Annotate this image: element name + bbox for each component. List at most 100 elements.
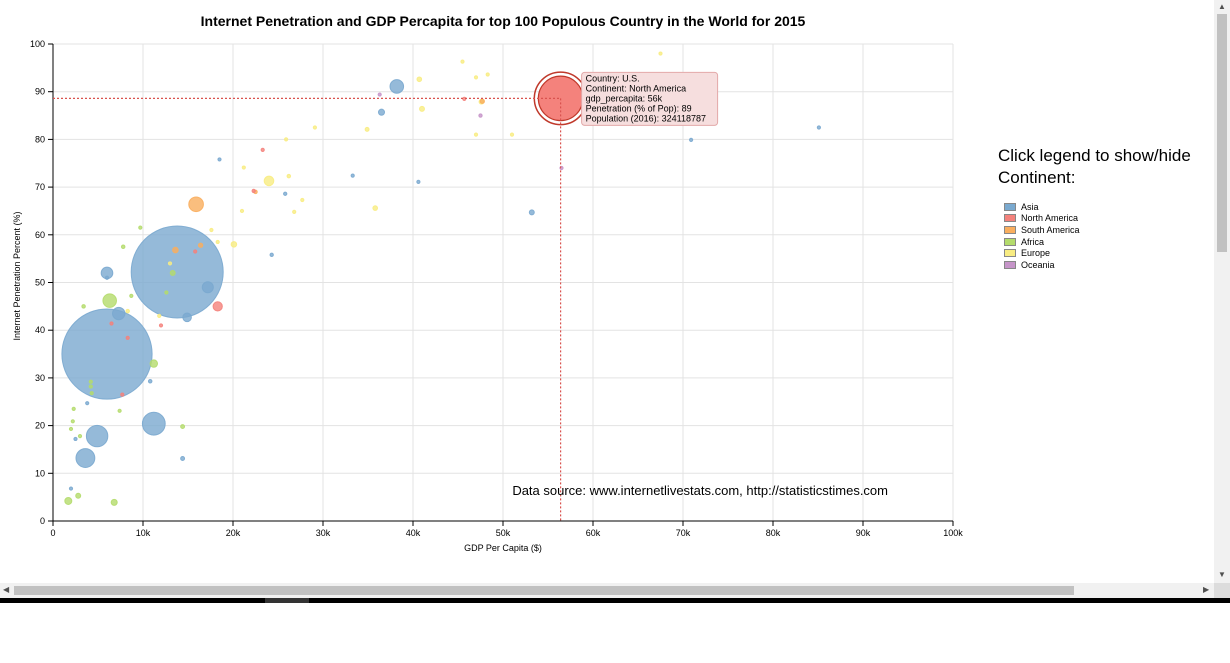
bubble-africa[interactable]	[149, 359, 159, 368]
legend-item-south-america[interactable]: South America	[1004, 224, 1208, 236]
bubble-europe[interactable]	[658, 51, 663, 56]
legend-item-asia[interactable]: Asia	[1004, 201, 1208, 213]
bubble-asia[interactable]	[180, 456, 186, 461]
bubble-europe[interactable]	[230, 241, 238, 248]
bubble-africa[interactable]	[120, 244, 126, 249]
bubble-asia[interactable]	[269, 252, 274, 257]
bubble-africa[interactable]	[110, 498, 118, 506]
bubble-south-america[interactable]	[188, 196, 204, 213]
bubble-asia[interactable]	[61, 308, 153, 400]
bubble-europe[interactable]	[473, 75, 479, 80]
bubble-europe[interactable]	[419, 105, 425, 112]
bubble-africa[interactable]	[102, 293, 117, 308]
bubble-europe[interactable]	[284, 137, 289, 142]
bubble-africa[interactable]	[89, 391, 94, 396]
bubble-europe[interactable]	[300, 197, 305, 203]
bubble-europe[interactable]	[460, 59, 465, 64]
bubble-north-america[interactable]	[193, 249, 198, 254]
bubble-asia[interactable]	[283, 191, 288, 196]
bubble-africa[interactable]	[129, 293, 134, 298]
bubble-north-america[interactable]	[251, 188, 256, 194]
bubble-north-america[interactable]	[260, 147, 265, 152]
bubble-africa[interactable]	[68, 426, 74, 432]
scroll-up-icon[interactable]: ▲	[1218, 2, 1226, 11]
legend-item-oceania[interactable]: Oceania	[1004, 259, 1208, 271]
bubble-asia[interactable]	[528, 209, 535, 216]
vertical-scroll-thumb[interactable]	[1217, 14, 1227, 252]
legend-item-africa[interactable]: Africa	[1004, 236, 1208, 248]
taskbar-active-item[interactable]	[265, 598, 309, 603]
bubble-oceania[interactable]	[478, 113, 483, 118]
bubble-europe[interactable]	[157, 313, 162, 318]
bubble-oceania[interactable]	[377, 92, 382, 97]
bubble-africa[interactable]	[75, 492, 82, 499]
bubble-africa[interactable]	[138, 225, 143, 230]
bubble-europe[interactable]	[215, 239, 220, 245]
bubble-africa[interactable]	[117, 408, 122, 413]
bubble-africa[interactable]	[180, 424, 186, 430]
bubble-south-america[interactable]	[479, 98, 485, 104]
bubble-north-america[interactable]	[158, 323, 164, 328]
bubble-europe[interactable]	[209, 227, 214, 233]
legend-label: Africa	[1021, 236, 1045, 247]
bubble-asia[interactable]	[68, 486, 74, 491]
scroll-down-icon[interactable]: ▼	[1218, 570, 1226, 579]
bubble-africa[interactable]	[64, 496, 73, 505]
bubble-africa[interactable]	[169, 269, 176, 276]
bubble-asia[interactable]	[73, 436, 78, 442]
bubble-africa[interactable]	[77, 433, 83, 439]
bubble-africa[interactable]	[88, 379, 93, 384]
bubble-africa[interactable]	[70, 419, 75, 424]
legend-item-europe[interactable]: Europe	[1004, 247, 1208, 259]
bubble-asia[interactable]	[75, 448, 96, 468]
bubble-south-america[interactable]	[172, 246, 179, 254]
bubble-north-america[interactable]	[125, 335, 130, 340]
legend-swatch	[1004, 260, 1016, 269]
bubble-europe[interactable]	[485, 72, 490, 77]
bubble-africa[interactable]	[71, 406, 76, 412]
scroll-left-icon[interactable]: ◀	[3, 585, 10, 594]
bubble-europe[interactable]	[372, 205, 379, 211]
bubble-europe[interactable]	[509, 132, 515, 137]
bubble-north-america[interactable]	[212, 301, 223, 312]
bubble-europe[interactable]	[416, 76, 423, 83]
bubble-europe[interactable]	[473, 132, 479, 137]
bubble-asia[interactable]	[141, 411, 166, 436]
horizontal-scroll-thumb[interactable]	[14, 586, 1074, 595]
bubble-asia[interactable]	[377, 108, 386, 116]
bubble-asia[interactable]	[689, 137, 694, 142]
scroll-right-icon[interactable]: ▶	[1203, 585, 1210, 594]
bubble-europe[interactable]	[125, 308, 130, 314]
legend-label: Europe	[1021, 248, 1051, 259]
bubble-africa[interactable]	[164, 290, 169, 295]
bubble-asia[interactable]	[104, 275, 110, 280]
vertical-scrollbar[interactable]: ▲ ▼	[1214, 0, 1230, 583]
bubble-europe[interactable]	[167, 261, 173, 266]
bubble-south-america[interactable]	[197, 242, 204, 248]
bubble-europe[interactable]	[263, 175, 275, 187]
bubble-asia[interactable]	[147, 378, 153, 384]
bubble-asia[interactable]	[201, 281, 214, 294]
bubble-asia[interactable]	[217, 157, 222, 162]
bubble-north-america[interactable]	[120, 392, 125, 397]
bubble-asia[interactable]	[389, 79, 405, 94]
bubble-africa[interactable]	[88, 384, 93, 389]
bubble-africa[interactable]	[81, 304, 86, 309]
bubble-asia[interactable]	[85, 401, 90, 406]
bubble-europe[interactable]	[312, 125, 317, 130]
bubble-europe[interactable]	[241, 165, 246, 170]
bubble-europe[interactable]	[364, 126, 370, 132]
bubble-asia[interactable]	[816, 125, 822, 130]
horizontal-scrollbar[interactable]: ◀ ▶	[0, 583, 1214, 598]
bubble-north-america[interactable]	[109, 321, 114, 326]
bubble-europe[interactable]	[292, 209, 297, 215]
bubble-asia[interactable]	[416, 179, 421, 184]
bubble-europe[interactable]	[286, 173, 292, 179]
bubble-asia[interactable]	[350, 173, 355, 178]
bubble-asia[interactable]	[112, 306, 126, 321]
bubble-asia[interactable]	[130, 225, 224, 319]
bubble-europe[interactable]	[239, 208, 245, 214]
bubble-asia[interactable]	[182, 312, 192, 323]
legend-item-north-america[interactable]: North America	[1004, 213, 1208, 225]
bubble-asia[interactable]	[85, 424, 109, 448]
